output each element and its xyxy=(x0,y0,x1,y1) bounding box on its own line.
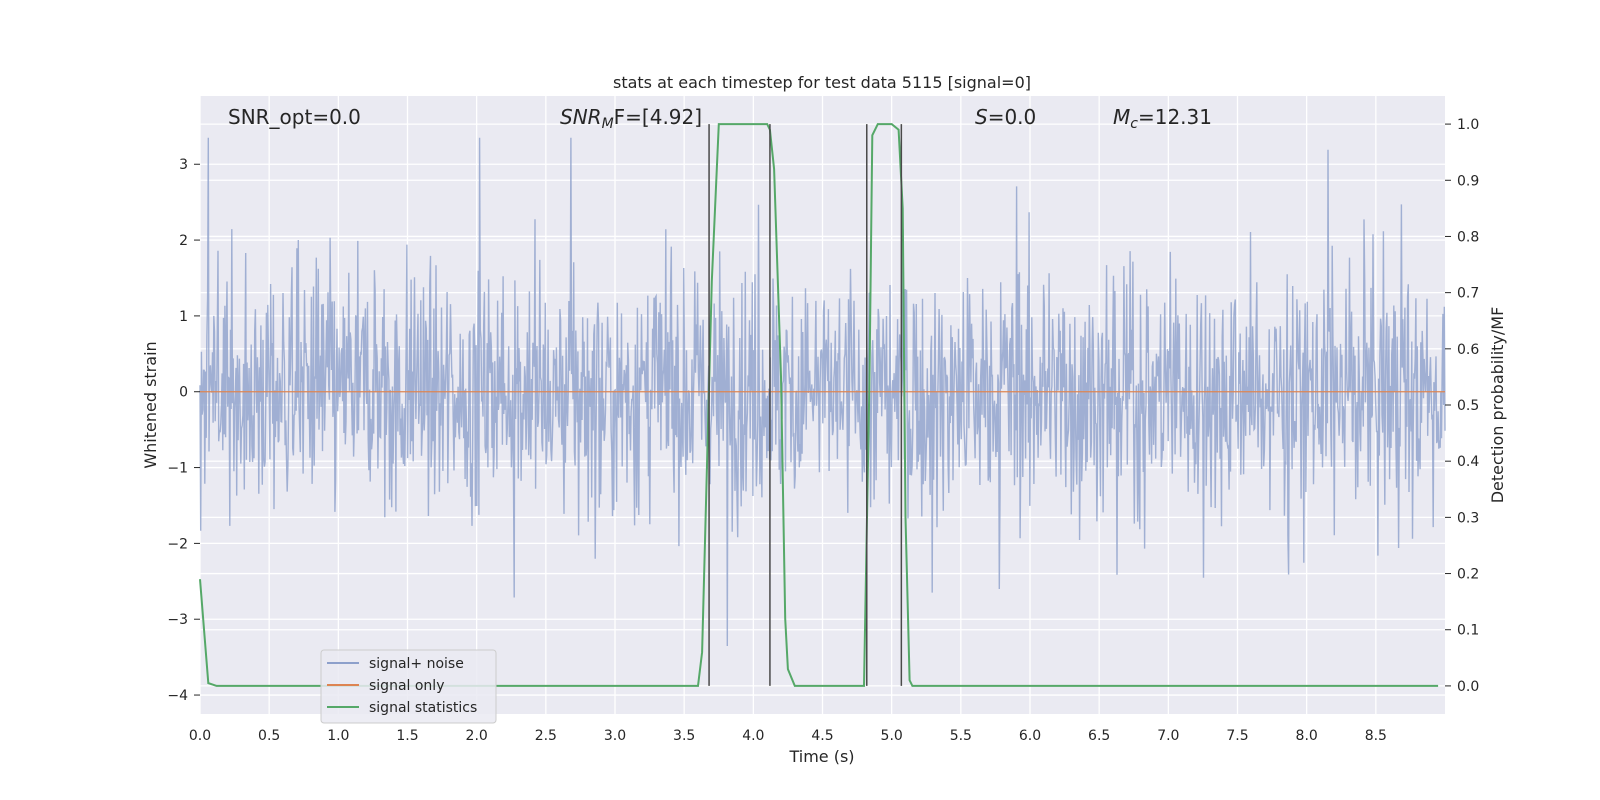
x-tick-label: 8.0 xyxy=(1296,728,1318,744)
legend-box xyxy=(320,649,497,724)
y-right-tick-label: 0.5 xyxy=(1457,398,1479,414)
x-tick-label: 1.0 xyxy=(327,728,349,744)
y-right-tick-label: 0.8 xyxy=(1457,229,1479,245)
x-tick-labels: 0.0 0.5 1.0 1.5 2.0 2.5 3.0 3.5 4.0 4.5 5.0 5.5 6.0 6… xyxy=(189,728,1387,744)
legend: signal+ noise signal only signal statist… xyxy=(320,649,497,724)
legend-label-signal-statistics: signal statistics xyxy=(369,700,477,716)
x-tick-label: 0.0 xyxy=(189,728,211,744)
annotation-s-symbol: S xyxy=(975,105,988,129)
y-right-tick-labels: 1.0 0.9 0.8 0.7 0.6 0.5 0.4 0.3 0.2 0.1 0.0 xyxy=(1445,117,1479,695)
x-tick-label: 0.5 xyxy=(258,728,280,744)
series-layer xyxy=(199,123,1445,687)
y-left-tick-label: 3 xyxy=(179,157,188,173)
legend-label-signal-noise: signal+ noise xyxy=(369,656,464,672)
series-line-signal-statistics xyxy=(199,123,1439,687)
y-axis-left-label: Whitened strain xyxy=(141,341,160,468)
legend-label-signal-only: signal only xyxy=(369,678,444,694)
x-tick-label: 4.5 xyxy=(811,728,833,744)
x-tick-label: 3.5 xyxy=(673,728,695,744)
x-tick-label: 1.5 xyxy=(396,728,418,744)
x-tick-label: 6.5 xyxy=(1088,728,1110,744)
y-left-tick-label: −2 xyxy=(167,536,188,552)
annotation-mc-subscript: c xyxy=(1130,116,1138,132)
vertical-markers xyxy=(708,124,903,686)
y-right-tick-label: 0.7 xyxy=(1457,286,1479,302)
annotation-mc-value: =12.31 xyxy=(1138,105,1212,129)
y-left-tick-label: 0 xyxy=(179,385,188,401)
x-tick-label: 2.5 xyxy=(535,728,557,744)
y-left-tick-label: 1 xyxy=(179,309,188,325)
x-tick-label: 8.5 xyxy=(1365,728,1387,744)
x-tick-label: 2.0 xyxy=(466,728,488,744)
y-right-tick-label: 0.9 xyxy=(1457,173,1479,189)
y-right-tick-label: 0.2 xyxy=(1457,567,1479,583)
y-left-tick-labels: 3 2 1 0 −1 −2 −3 −4 xyxy=(167,157,200,704)
y-left-tick-label: −3 xyxy=(167,612,188,628)
x-tick-label: 5.0 xyxy=(881,728,903,744)
x-axis-label: Time (s) xyxy=(788,747,854,766)
y-left-tick-label: 2 xyxy=(179,233,188,249)
annotation-snr-mf-subscript: M xyxy=(602,116,614,132)
y-right-tick-label: 0.6 xyxy=(1457,342,1479,358)
annotation-mc-symbol: M xyxy=(1113,105,1130,129)
annotation-snr-mf: SNRMF=[4.92] xyxy=(560,105,702,132)
y-right-tick-label: 0.4 xyxy=(1457,454,1479,470)
chart-title: stats at each timestep for test data 511… xyxy=(613,73,1031,92)
x-tick-label: 3.0 xyxy=(604,728,626,744)
x-tick-label: 7.0 xyxy=(1157,728,1179,744)
x-tick-label: 7.5 xyxy=(1226,728,1248,744)
y-left-tick-label: −4 xyxy=(167,688,188,704)
y-right-tick-label: 0.3 xyxy=(1457,510,1479,526)
y-right-tick-label: 1.0 xyxy=(1457,117,1479,133)
y-right-tick-label: 0.1 xyxy=(1457,623,1479,639)
annotation-snr-opt: SNR_opt=0.0 xyxy=(228,105,361,129)
annotation-snr-mf-symbol: SNR xyxy=(560,105,602,129)
annotation-s: S=0.0 xyxy=(975,105,1036,129)
x-tick-label: 5.5 xyxy=(950,728,972,744)
y-axis-right-label: Detection probability/MF xyxy=(1488,307,1507,504)
annotation-s-value: =0.0 xyxy=(988,105,1037,129)
x-tick-label: 6.0 xyxy=(1019,728,1041,744)
annotation-mc: Mc=12.31 xyxy=(1113,105,1212,132)
y-right-tick-label: 0.0 xyxy=(1457,679,1479,695)
annotation-snr-mf-value: F=[4.92] xyxy=(614,105,702,129)
x-tick-label: 4.0 xyxy=(742,728,764,744)
y-left-tick-label: −1 xyxy=(167,461,188,477)
